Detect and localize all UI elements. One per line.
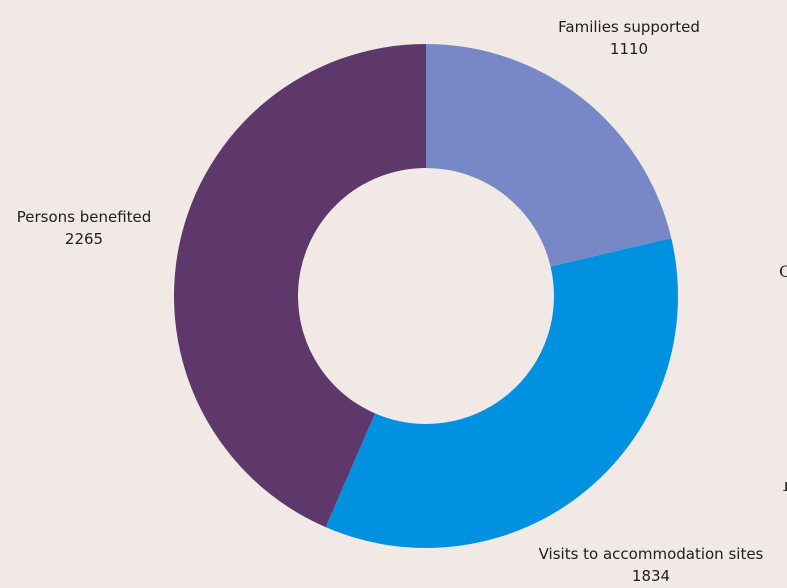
slice-visits-to-accommodation-sites [325,238,678,549]
cropped-text-right-lower: 1 [781,476,787,495]
cropped-text-right-upper: C [779,262,787,281]
slice-label-value: 2265 [65,230,103,248]
slice-label-name: Persons benefited [17,208,152,226]
labels-group: Families supported 1110 Visits to accommod… [17,18,764,585]
slice-label-value: 1834 [632,567,670,585]
slice-label-value: 1110 [610,40,648,58]
slice-persons-benefited [173,44,426,528]
slice-label-name: Visits to accommodation sites [539,545,764,563]
slice-label-name: Families supported [558,18,700,36]
slices-group [173,44,678,549]
slice-families-supported [426,44,672,267]
